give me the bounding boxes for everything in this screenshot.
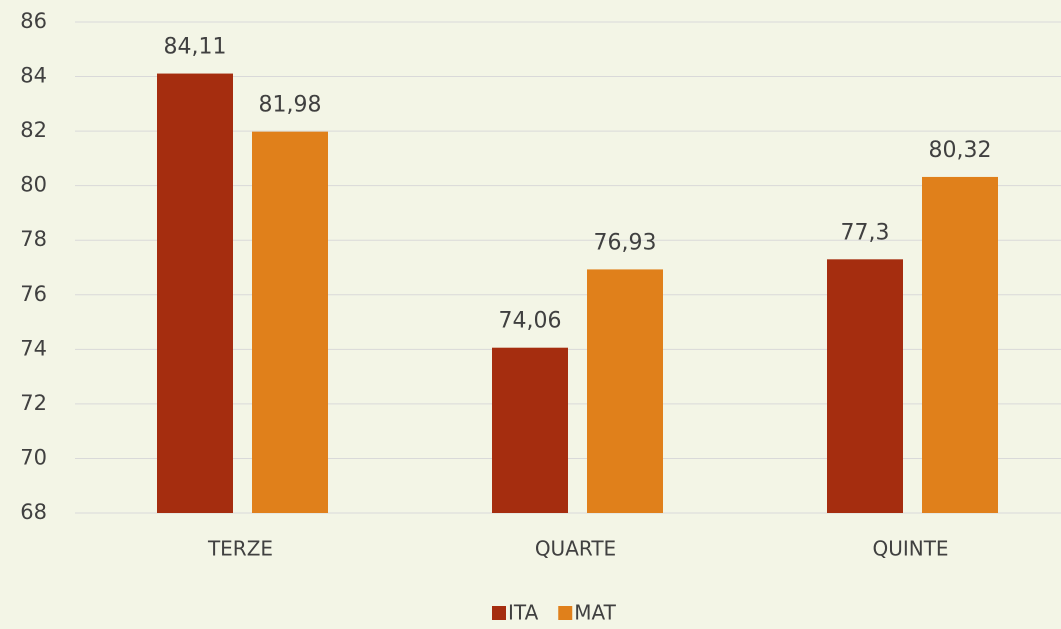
y-tick-label: 68 — [20, 500, 47, 524]
x-tick-label: QUINTE — [872, 537, 948, 561]
y-tick-label: 84 — [20, 64, 47, 88]
y-tick-label: 80 — [20, 173, 47, 197]
y-tick-label: 78 — [20, 227, 47, 251]
y-tick-label: 82 — [20, 118, 47, 142]
bar — [922, 176, 998, 513]
data-label: 74,06 — [499, 309, 562, 334]
bar — [827, 259, 903, 513]
bar — [587, 269, 663, 513]
y-tick-label: 76 — [20, 282, 47, 306]
data-label: 80,32 — [929, 138, 992, 163]
data-label: 84,11 — [164, 35, 227, 60]
legend-swatch — [558, 606, 573, 620]
y-tick-label: 72 — [20, 391, 47, 415]
legend-label: ITA — [508, 601, 539, 625]
legend-swatch — [492, 606, 506, 620]
x-tick-label: QUARTE — [535, 537, 616, 561]
bar — [252, 131, 328, 513]
y-tick-label: 86 — [20, 9, 47, 33]
y-tick-label: 70 — [20, 445, 47, 469]
data-label: 76,93 — [594, 230, 657, 255]
y-tick-label: 74 — [20, 336, 47, 360]
x-tick-label: TERZE — [207, 537, 273, 561]
legend-label: MAT — [574, 601, 616, 625]
bar — [157, 73, 233, 514]
data-label: 77,3 — [841, 220, 890, 245]
bar — [492, 347, 568, 513]
data-label: 81,98 — [259, 93, 322, 118]
